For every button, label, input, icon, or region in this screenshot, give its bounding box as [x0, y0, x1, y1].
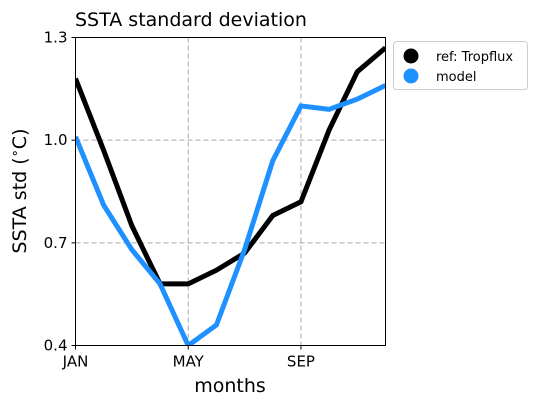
y-ticks: 0.4 0.7 1.0 1.3	[44, 29, 76, 355]
y-axis-label: SSTA std (∘C)	[8, 129, 31, 254]
y-axis-label-unit: C)	[9, 129, 31, 150]
grid	[75, 37, 386, 346]
series-line-model	[75, 83, 386, 346]
series-lines	[75, 45, 386, 346]
y-tick-label: 1.0	[44, 131, 68, 149]
x-ticks: JAN MAY SEP	[62, 345, 315, 371]
y-axis-label-main: SSTA std (	[9, 157, 31, 253]
legend-label-ref: ref: Tropflux	[436, 50, 513, 65]
y-tick-label: 1.3	[44, 29, 68, 47]
series-line-ref-tropflux	[75, 45, 386, 287]
x-tick-label: JAN	[62, 353, 89, 371]
legend-marker-ref	[403, 48, 419, 64]
legend-marker-model	[403, 68, 419, 84]
plot-frame	[75, 37, 386, 346]
chart-title: SSTA standard deviation	[75, 9, 307, 31]
legend: ref: Tropflux model	[393, 41, 528, 90]
y-axis-label-degree: ∘	[8, 149, 23, 157]
x-tick-label: SEP	[287, 353, 315, 371]
y-tick-label: 0.4	[44, 337, 68, 355]
y-tick-label: 0.7	[44, 234, 68, 252]
x-tick-label: MAY	[173, 353, 205, 371]
x-axis-label: months	[194, 375, 266, 397]
legend-label-model: model	[436, 70, 476, 85]
legend-box	[393, 41, 528, 90]
